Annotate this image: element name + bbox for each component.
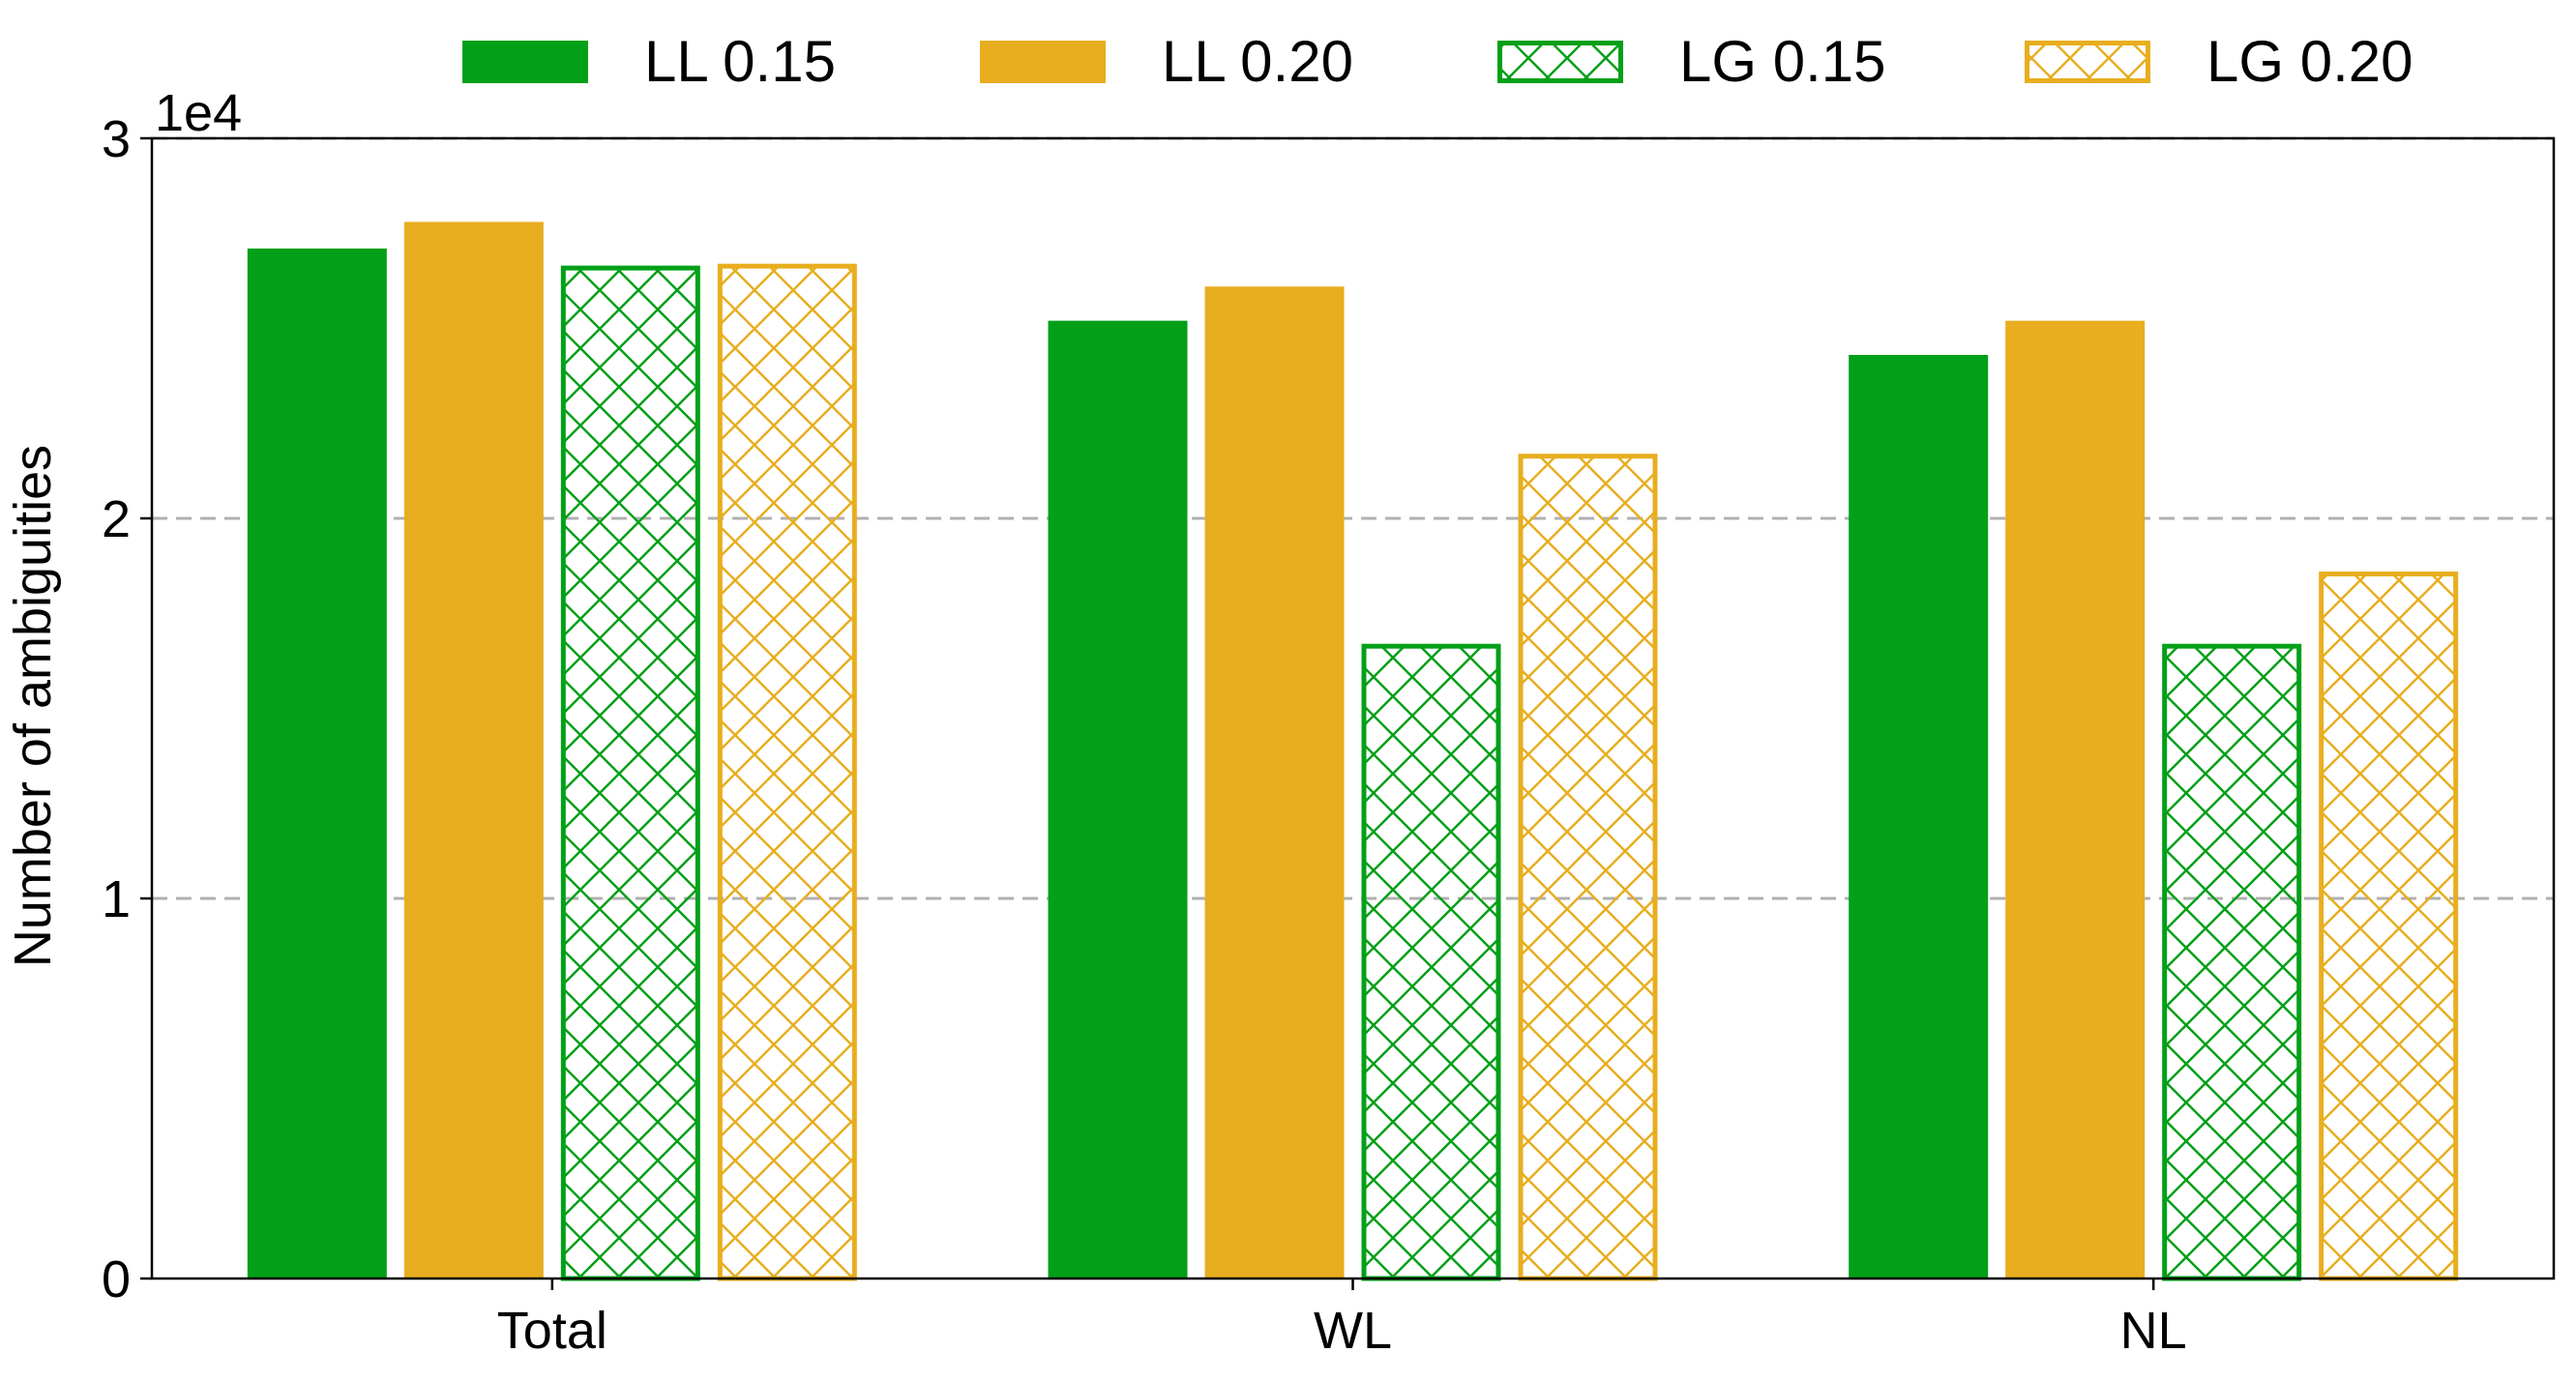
y-axis-multiplier: 1e4: [155, 84, 242, 142]
bar: [1048, 320, 1188, 1279]
legend-swatch: [462, 41, 588, 83]
y-tick-label: 0: [102, 1250, 131, 1308]
x-tick-label: NL: [2120, 1302, 2187, 1360]
legend: LL 0.15 LL 0.20 LG 0.15 LG 0.20: [462, 29, 2413, 94]
legend-label: LG 0.15: [1679, 29, 1886, 94]
legend-swatch: [2025, 41, 2150, 83]
bar: [2005, 320, 2146, 1279]
bar: [1361, 643, 1501, 1281]
bar: [717, 263, 857, 1281]
legend-label: LL 0.15: [644, 29, 836, 94]
y-axis-title: Number of ambiguities: [4, 445, 62, 967]
y-tick-label: 2: [102, 490, 131, 548]
x-tick-label: WL: [1314, 1302, 1392, 1360]
x-tick-label: Total: [497, 1302, 607, 1360]
bar: [1518, 454, 1658, 1281]
bar: [403, 221, 544, 1279]
y-tick-label: 3: [102, 110, 131, 168]
y-tick-label: 1: [102, 870, 131, 928]
legend-swatch: [980, 41, 1106, 83]
bar: [1849, 355, 1989, 1279]
bar: [560, 265, 700, 1281]
bars: [247, 221, 2459, 1281]
bar: [2319, 572, 2459, 1281]
bar: [1204, 286, 1345, 1279]
axes: Total WL NL 0 1 2 3: [102, 110, 2556, 1360]
bar: [247, 248, 387, 1279]
legend-label: LG 0.20: [2206, 29, 2413, 94]
bar: [2162, 643, 2302, 1281]
legend-label: LL 0.20: [1162, 29, 1353, 94]
legend-swatch: [1497, 41, 1623, 83]
plot-frame: [150, 136, 2556, 1280]
